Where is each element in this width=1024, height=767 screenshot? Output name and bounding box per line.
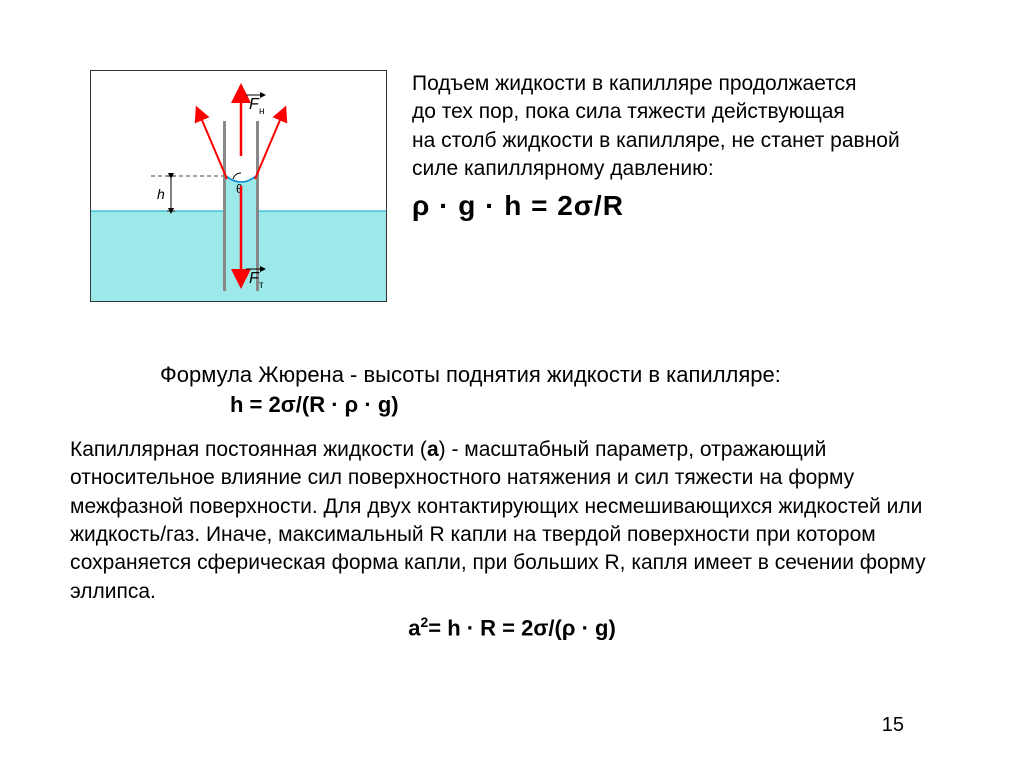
- a2-lhs: а: [408, 615, 420, 640]
- jurin-formula: h = 2σ/(R · ρ · g): [230, 392, 1024, 418]
- a2-rest: = h · R = 2σ/(ρ · g): [428, 615, 616, 640]
- para-post: ) - масштабный параметр, отражающий отно…: [70, 438, 926, 603]
- side-arrow-right: [255, 113, 283, 179]
- diagram-svg: h θ F н F т: [91, 71, 386, 301]
- tube-wall-right: [256, 121, 259, 291]
- h-label: h: [157, 186, 165, 202]
- force-down-sub: т: [259, 280, 264, 291]
- top-text-block: Подъем жидкости в капилляре продолжается…: [412, 70, 900, 225]
- water-body: [91, 211, 386, 301]
- capillary-constant-paragraph: Капиллярная постоянная жидкости (а) - ма…: [0, 436, 1024, 606]
- tube-wall-left: [223, 121, 226, 291]
- page-number: 15: [882, 714, 904, 737]
- top-line2: до тех пор, пока сила тяжести действующа…: [412, 98, 900, 126]
- top-line3: на столб жидкости в капилляре, не станет…: [412, 127, 900, 155]
- para-a: а: [427, 438, 439, 461]
- side-arrow-left: [199, 113, 227, 179]
- main-formula: ρ · g · h = 2σ/R: [412, 187, 900, 225]
- para-pre: Капиллярная постоянная жидкости (: [70, 438, 427, 461]
- a-squared-formula: а2= h · R = 2σ/(ρ · g): [0, 614, 1024, 641]
- force-up-sub: н: [259, 106, 265, 117]
- top-line4: силе капиллярному давлению:: [412, 155, 900, 183]
- top-line1: Подъем жидкости в капилляре продолжается: [412, 70, 900, 98]
- theta-arc: [233, 173, 241, 179]
- jurin-title: Формула Жюрена - высоты поднятия жидкост…: [160, 362, 1024, 388]
- capillary-diagram: h θ F н F т: [90, 70, 387, 302]
